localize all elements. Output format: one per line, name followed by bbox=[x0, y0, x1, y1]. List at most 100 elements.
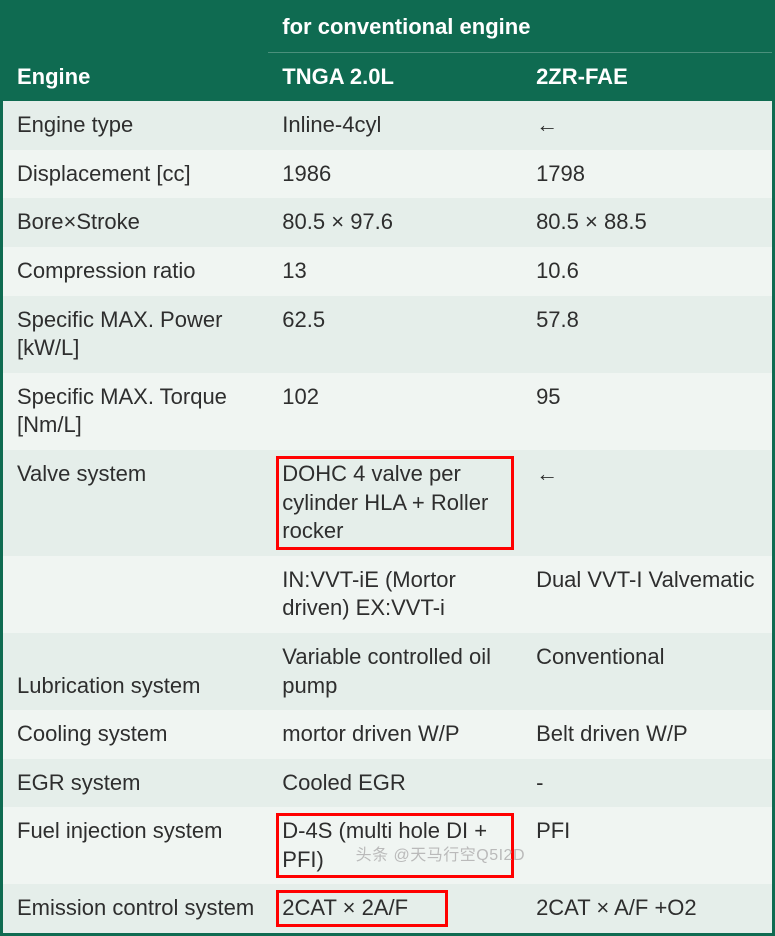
cell-tnga-text: Variable controlled oil pump bbox=[282, 644, 491, 698]
row-label: Engine type bbox=[3, 101, 268, 150]
row-label: Bore×Stroke bbox=[3, 198, 268, 247]
cell-2zr: 57.8 bbox=[522, 296, 772, 373]
row-label-text: Engine type bbox=[17, 112, 133, 137]
row-label-text: Lubrication system bbox=[17, 673, 200, 698]
row-label-text: Specific MAX. Torque [Nm/L] bbox=[17, 384, 227, 438]
cell-inner: 80.5 × 88.5 bbox=[536, 208, 758, 237]
cell-2zr-text: 10.6 bbox=[536, 258, 579, 283]
cell-2zr: 2CAT × A/F +O2 bbox=[522, 884, 772, 933]
row-label-text: Emission control system bbox=[17, 895, 254, 920]
cell-tnga-text: 13 bbox=[282, 258, 306, 283]
cell-2zr-text: 80.5 × 88.5 bbox=[536, 209, 647, 234]
engine-spec-table: Engine for conventional engine TNGA 2.0L… bbox=[3, 3, 772, 933]
cell-inner: DOHC 4 valve per cylinder HLA + Roller r… bbox=[282, 460, 508, 546]
cell-2zr: - bbox=[522, 759, 772, 808]
cell-tnga: DOHC 4 valve per cylinder HLA + Roller r… bbox=[268, 450, 522, 556]
cell-inner: Conventional bbox=[536, 643, 758, 672]
table-row: Lubrication system Variable controlled oi… bbox=[3, 633, 772, 710]
cell-inner: 2CAT × A/F +O2 bbox=[536, 894, 758, 923]
cell-tnga: 13 bbox=[268, 247, 522, 296]
cell-tnga: 1986 bbox=[268, 150, 522, 199]
cell-inner: Inline-4cyl bbox=[282, 111, 508, 140]
cell-inner: 13 bbox=[282, 257, 508, 286]
cell-inner: mortor driven W/P bbox=[282, 720, 508, 749]
cell-inner: 1798 bbox=[536, 160, 758, 189]
table-row: EGR system Cooled EGR - bbox=[3, 759, 772, 808]
cell-inner: Belt driven W/P bbox=[536, 720, 758, 749]
row-label: EGR system bbox=[3, 759, 268, 808]
row-label: Emission control system bbox=[3, 884, 268, 933]
cell-2zr-text: Dual VVT-I Valvematic bbox=[536, 567, 754, 592]
row-label-text: Specific MAX. Power [kW/L] bbox=[17, 307, 222, 361]
row-label bbox=[3, 556, 268, 633]
table-row: Specific MAX. Torque [Nm/L] 102 95 bbox=[3, 373, 772, 450]
cell-2zr: Dual VVT-I Valvematic bbox=[522, 556, 772, 633]
cell-tnga: mortor driven W/P bbox=[268, 710, 522, 759]
cell-2zr: ← bbox=[522, 450, 772, 556]
cell-inner: Variable controlled oil pump bbox=[282, 643, 508, 700]
cell-tnga-text: 102 bbox=[282, 384, 319, 409]
cell-tnga: Variable controlled oil pump bbox=[268, 633, 522, 710]
cell-inner: 62.5 bbox=[282, 306, 508, 335]
row-label: Specific MAX. Torque [Nm/L] bbox=[3, 373, 268, 450]
cell-inner: 1986 bbox=[282, 160, 508, 189]
header-blank: Engine bbox=[3, 3, 268, 101]
cell-tnga: 80.5 × 97.6 bbox=[268, 198, 522, 247]
cell-tnga-text: mortor driven W/P bbox=[282, 721, 459, 746]
cell-tnga-text: Inline-4cyl bbox=[282, 112, 381, 137]
row-label-text: Fuel injection system bbox=[17, 818, 222, 843]
table-row: Emission control system 2CAT × 2A/F 2CAT ×… bbox=[3, 884, 772, 933]
cell-2zr-text: Conventional bbox=[536, 644, 664, 669]
table-row: Cooling system mortor driven W/P Belt driv… bbox=[3, 710, 772, 759]
row-label: Fuel injection system bbox=[3, 807, 268, 884]
cell-inner: 102 bbox=[282, 383, 508, 412]
cell-inner: ← bbox=[536, 111, 758, 140]
row-label: Cooling system bbox=[3, 710, 268, 759]
cell-inner: Dual VVT-I Valvematic bbox=[536, 566, 758, 595]
cell-inner: ← bbox=[536, 460, 758, 489]
cell-2zr-text: - bbox=[536, 770, 543, 795]
cell-2zr: 80.5 × 88.5 bbox=[522, 198, 772, 247]
cell-2zr: Conventional bbox=[522, 633, 772, 710]
cell-inner: PFI bbox=[536, 817, 758, 846]
cell-tnga: IN:VVT-iE (Mortor driven) EX:VVT-i bbox=[268, 556, 522, 633]
table-row: Specific MAX. Power [kW/L] 62.5 57.8 bbox=[3, 296, 772, 373]
cell-2zr: 10.6 bbox=[522, 247, 772, 296]
table-row: Valve system DOHC 4 valve per cylinder HL… bbox=[3, 450, 772, 556]
cell-2zr-text: 57.8 bbox=[536, 307, 579, 332]
header-col-tnga: TNGA 2.0L bbox=[268, 52, 522, 101]
cell-tnga-text: 62.5 bbox=[282, 307, 325, 332]
cell-2zr: Belt driven W/P bbox=[522, 710, 772, 759]
row-label-text: Displacement [cc] bbox=[17, 161, 191, 186]
cell-2zr: ← bbox=[522, 101, 772, 150]
cell-tnga: 2CAT × 2A/F bbox=[268, 884, 522, 933]
cell-inner: Cooled EGR bbox=[282, 769, 508, 798]
watermark-text: 头条 @天马行空Q5I2D bbox=[356, 841, 525, 865]
cell-tnga: 62.5 bbox=[268, 296, 522, 373]
cell-2zr-text: Belt driven W/P bbox=[536, 721, 688, 746]
row-label: Lubrication system bbox=[3, 633, 268, 710]
cell-tnga-text: DOHC 4 valve per cylinder HLA + Roller r… bbox=[282, 461, 488, 543]
table-row: Compression ratio 13 10.6 bbox=[3, 247, 772, 296]
row-label-text: Cooling system bbox=[17, 721, 167, 746]
cell-tnga-text: 2CAT × 2A/F bbox=[282, 895, 408, 920]
cell-tnga: 102 bbox=[268, 373, 522, 450]
cell-tnga: Cooled EGR bbox=[268, 759, 522, 808]
cell-2zr: 95 bbox=[522, 373, 772, 450]
cell-tnga-text: 1986 bbox=[282, 161, 331, 186]
table-row: Engine type Inline-4cyl ← bbox=[3, 101, 772, 150]
table-header: Engine for conventional engine TNGA 2.0L… bbox=[3, 3, 772, 101]
cell-2zr-text: ← bbox=[536, 461, 558, 486]
row-label-text: Valve system bbox=[17, 461, 146, 486]
header-engine-label: Engine bbox=[17, 64, 90, 89]
cell-2zr: 1798 bbox=[522, 150, 772, 199]
cell-inner: 2CAT × 2A/F bbox=[282, 894, 508, 923]
cell-tnga-text: IN:VVT-iE (Mortor driven) EX:VVT-i bbox=[282, 567, 456, 621]
row-label-text: Compression ratio bbox=[17, 258, 196, 283]
cell-2zr-text: 2CAT × A/F +O2 bbox=[536, 895, 697, 920]
cell-inner: 80.5 × 97.6 bbox=[282, 208, 508, 237]
cell-tnga-text: 80.5 × 97.6 bbox=[282, 209, 393, 234]
engine-spec-table-container: Engine for conventional engine TNGA 2.0L… bbox=[0, 0, 775, 936]
cell-inner: 10.6 bbox=[536, 257, 758, 286]
header-col-2zr: 2ZR-FAE bbox=[522, 52, 772, 101]
